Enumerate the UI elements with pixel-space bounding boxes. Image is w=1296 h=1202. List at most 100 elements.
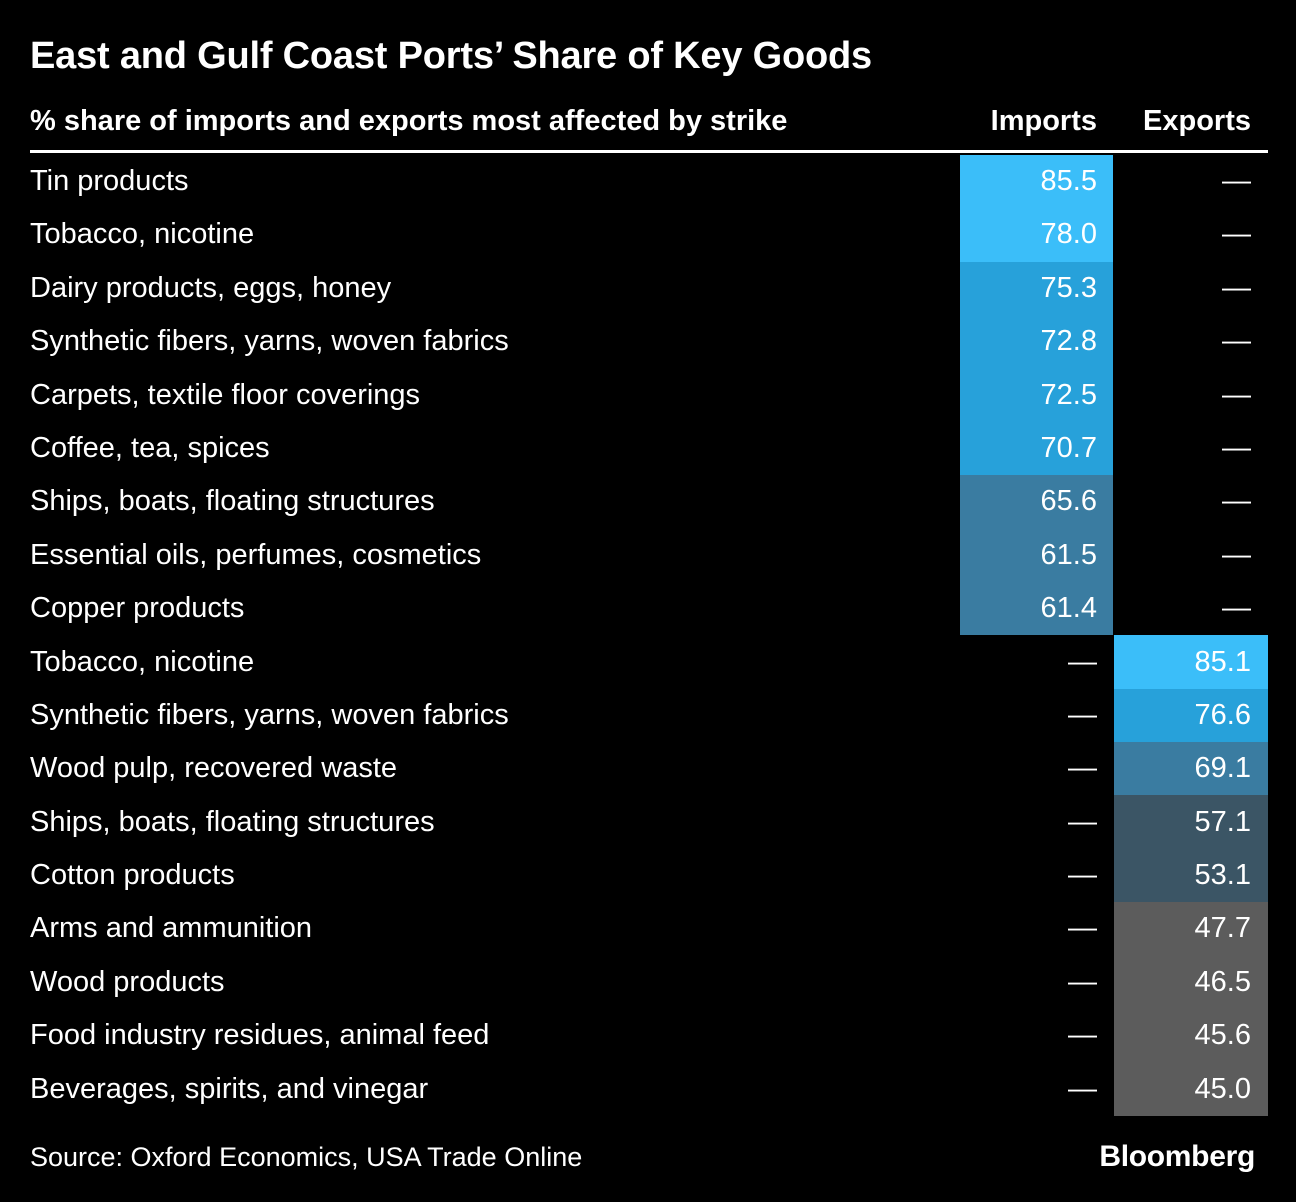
exports-cell: — bbox=[1114, 422, 1268, 475]
imports-value: — bbox=[1068, 859, 1097, 892]
exports-value: 69.1 bbox=[1194, 752, 1251, 785]
table-row: Arms and ammunition — 47.7 bbox=[30, 902, 1268, 956]
imports-cell: 61.4 bbox=[960, 581, 1113, 636]
exports-value: 45.0 bbox=[1194, 1072, 1251, 1105]
imports-cell: 65.6 bbox=[960, 475, 1113, 529]
exports-value: — bbox=[1222, 485, 1251, 518]
imports-cell: — bbox=[960, 902, 1113, 955]
table-row: Food industry residues, animal feed — 45.6 bbox=[30, 1009, 1268, 1063]
row-label: Cotton products bbox=[30, 859, 235, 892]
imports-value: — bbox=[1068, 1019, 1097, 1052]
exports-cell: — bbox=[1114, 315, 1268, 368]
exports-value: — bbox=[1222, 271, 1251, 304]
exports-value: 85.1 bbox=[1194, 645, 1251, 678]
table-header: % share of imports and exports most affe… bbox=[30, 105, 1268, 138]
exports-cell: 47.7 bbox=[1114, 902, 1268, 956]
table-row: Wood pulp, recovered waste — 69.1 bbox=[30, 742, 1268, 796]
table-row: Essential oils, perfumes, cosmetics 61.5 — bbox=[30, 528, 1268, 582]
imports-cell: 72.5 bbox=[960, 368, 1113, 422]
imports-value: — bbox=[1068, 805, 1097, 838]
row-label: Carpets, textile floor coverings bbox=[30, 378, 421, 411]
row-label: Beverages, spirits, and vinegar bbox=[30, 1072, 429, 1105]
imports-cell: 78.0 bbox=[960, 208, 1113, 262]
table-row: Carpets, textile floor coverings 72.5 — bbox=[30, 368, 1268, 422]
row-label: Copper products bbox=[30, 592, 245, 625]
chart-subtitle: % share of imports and exports most affe… bbox=[30, 104, 788, 137]
exports-value: 53.1 bbox=[1194, 859, 1251, 892]
imports-value: — bbox=[1068, 1072, 1097, 1105]
exports-value: — bbox=[1222, 592, 1251, 625]
table-row: Tin products 85.5 — bbox=[30, 154, 1268, 209]
table-row: Wood products — 46.5 bbox=[30, 955, 1268, 1010]
header-divider bbox=[30, 149, 1268, 153]
table-row: Copper products 61.4 — bbox=[30, 581, 1268, 636]
exports-cell: 57.1 bbox=[1114, 795, 1268, 849]
imports-cell: 70.7 bbox=[960, 421, 1113, 476]
exports-value: 76.6 bbox=[1194, 698, 1251, 731]
imports-cell: 61.5 bbox=[960, 528, 1113, 582]
table-body: Tin products 85.5— Tobacco, nicotine 78.0— D… bbox=[30, 154, 1268, 1116]
exports-cell: 69.1 bbox=[1114, 742, 1268, 796]
row-label: Wood pulp, recovered waste bbox=[30, 752, 398, 785]
page-title: East and Gulf Coast Ports’ Share of Key … bbox=[30, 35, 872, 77]
imports-cell: — bbox=[960, 635, 1113, 688]
imports-value: 75.3 bbox=[1040, 271, 1097, 304]
exports-cell: 85.1 bbox=[1114, 635, 1268, 689]
imports-value: 72.8 bbox=[1040, 325, 1097, 358]
row-label: Wood products bbox=[30, 965, 225, 998]
exports-cell: 46.5 bbox=[1114, 955, 1268, 1010]
table-row: Beverages, spirits, and vinegar — 45.0 bbox=[30, 1062, 1268, 1116]
exports-value: — bbox=[1222, 218, 1251, 251]
imports-value: 61.5 bbox=[1040, 538, 1097, 571]
imports-cell: — bbox=[960, 795, 1113, 848]
exports-cell: 53.1 bbox=[1114, 848, 1268, 903]
table-row: Ships, boats, floating structures — 57.1 bbox=[30, 795, 1268, 849]
exports-cell: — bbox=[1114, 368, 1268, 421]
imports-cell: — bbox=[960, 849, 1113, 902]
imports-cell: — bbox=[960, 742, 1113, 795]
row-label: Coffee, tea, spices bbox=[30, 431, 270, 464]
row-label: Essential oils, perfumes, cosmetics bbox=[30, 538, 482, 571]
table-row: Dairy products, eggs, honey 75.3 — bbox=[30, 261, 1268, 315]
row-label: Arms and ammunition bbox=[30, 912, 313, 945]
column-header-exports: Exports bbox=[1143, 104, 1251, 137]
table-row: Ships, boats, floating structures 65.6 — bbox=[30, 475, 1268, 529]
imports-value: — bbox=[1068, 912, 1097, 945]
imports-cell: 85.5 bbox=[960, 154, 1113, 209]
exports-value: 47.7 bbox=[1194, 912, 1251, 945]
imports-cell: 75.3 bbox=[960, 261, 1113, 315]
exports-cell: — bbox=[1114, 208, 1268, 261]
column-header-imports: Imports bbox=[990, 104, 1097, 137]
imports-cell: — bbox=[960, 956, 1113, 1009]
row-label: Food industry residues, animal feed bbox=[30, 1019, 490, 1052]
imports-value: 65.6 bbox=[1040, 485, 1097, 518]
imports-value: 72.5 bbox=[1040, 378, 1097, 411]
table-row: Tobacco, nicotine 78.0 — bbox=[30, 208, 1268, 262]
row-label: Ships, boats, floating structures bbox=[30, 805, 435, 838]
exports-value: — bbox=[1222, 164, 1251, 197]
exports-cell: — bbox=[1114, 475, 1268, 528]
exports-value: 57.1 bbox=[1194, 805, 1251, 838]
exports-cell: 45.0 bbox=[1114, 1062, 1268, 1116]
table-row: Cotton products — 53.1 bbox=[30, 848, 1268, 903]
exports-value: — bbox=[1222, 538, 1251, 571]
row-label: Synthetic fibers, yarns, woven fabrics bbox=[30, 698, 509, 731]
exports-cell: — bbox=[1114, 155, 1268, 208]
imports-value: — bbox=[1068, 965, 1097, 998]
imports-value: — bbox=[1068, 645, 1097, 678]
imports-cell: — bbox=[960, 1009, 1113, 1062]
imports-value: 61.4 bbox=[1040, 592, 1097, 625]
exports-cell: 76.6 bbox=[1114, 688, 1268, 743]
table-row: Tobacco, nicotine — 85.1 bbox=[30, 635, 1268, 689]
imports-value: — bbox=[1068, 698, 1097, 731]
imports-value: 78.0 bbox=[1040, 218, 1097, 251]
bloomberg-logo: Bloomberg bbox=[1099, 1139, 1255, 1173]
exports-cell: 45.6 bbox=[1114, 1009, 1268, 1063]
table-row: Coffee, tea, spices 70.7 — bbox=[30, 421, 1268, 476]
imports-cell: 72.8 bbox=[960, 314, 1113, 369]
exports-value: — bbox=[1222, 431, 1251, 464]
source-text: Source: Oxford Economics, USA Trade Onli… bbox=[30, 1141, 583, 1172]
table-row: Synthetic fibers, yarns, woven fabrics — 7… bbox=[30, 688, 1268, 743]
imports-cell: — bbox=[960, 689, 1113, 742]
